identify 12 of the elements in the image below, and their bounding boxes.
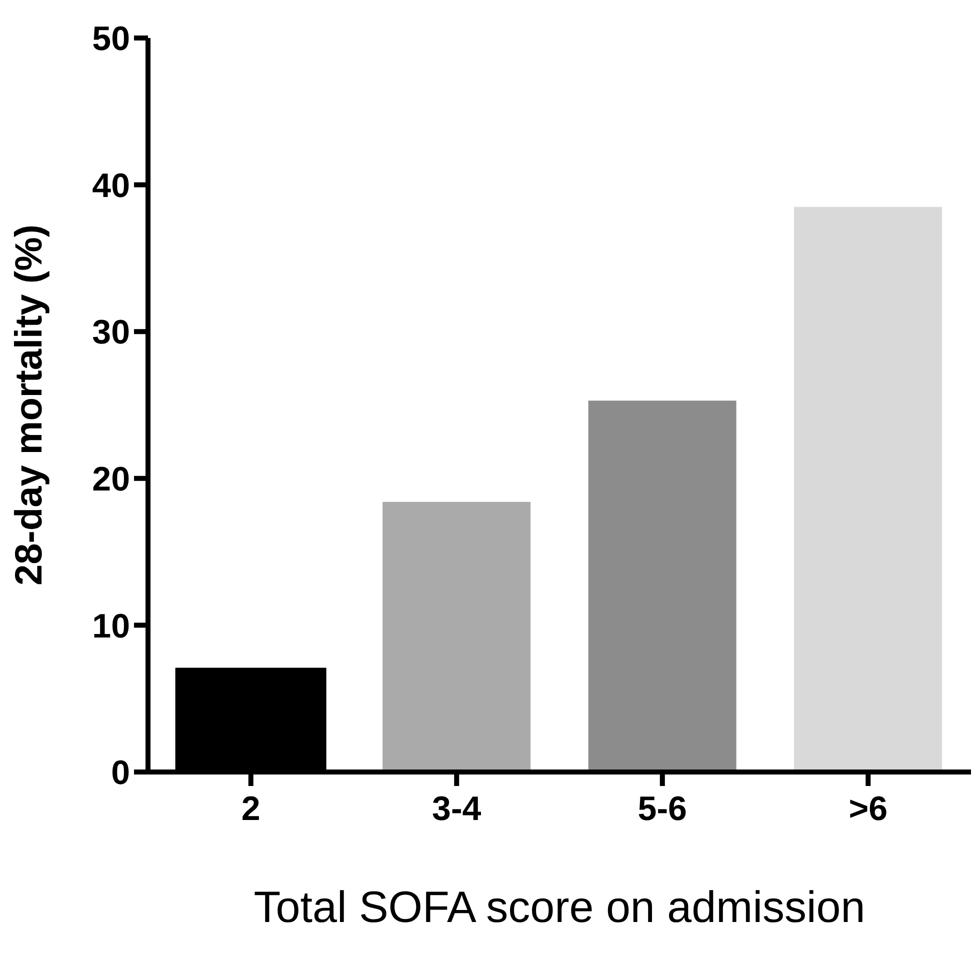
x-axis-title: Total SOFA score on admission (254, 883, 866, 932)
x-tick-label: 2 (241, 790, 260, 828)
y-tick-label: 30 (92, 314, 130, 352)
y-tick-label: 20 (92, 460, 130, 498)
x-tick-label: 5-6 (638, 790, 687, 828)
x-tick-label: >6 (848, 790, 888, 828)
x-tick-label: 3-4 (432, 790, 482, 828)
y-tick-label: 10 (92, 607, 130, 646)
y-tick-label: 50 (92, 20, 130, 58)
y-axis-title: 28-day mortality (%) (8, 224, 50, 586)
y-tick-label: 40 (92, 166, 130, 205)
y-tick-label: 0 (111, 754, 130, 792)
